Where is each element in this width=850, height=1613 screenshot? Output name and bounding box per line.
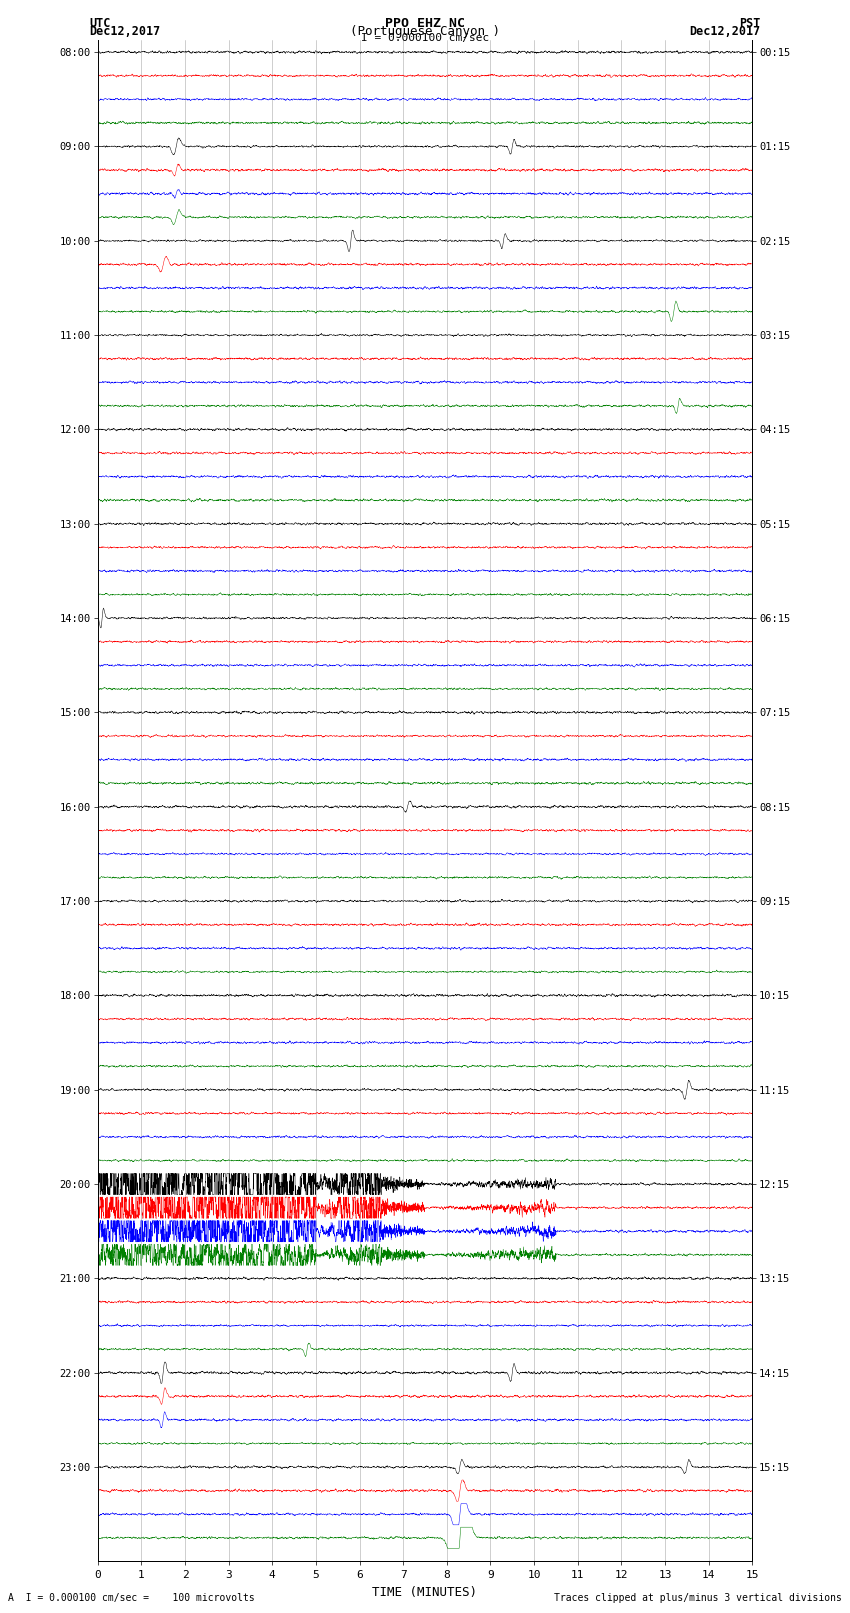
- Text: Traces clipped at plus/minus 3 vertical divisions: Traces clipped at plus/minus 3 vertical …: [553, 1594, 842, 1603]
- Text: PPO EHZ NC: PPO EHZ NC: [385, 18, 465, 31]
- Text: Dec12,2017: Dec12,2017: [89, 24, 161, 39]
- Text: I = 0.000100 cm/sec: I = 0.000100 cm/sec: [361, 32, 489, 44]
- Text: PST: PST: [740, 18, 761, 31]
- X-axis label: TIME (MINUTES): TIME (MINUTES): [372, 1586, 478, 1598]
- Text: Dec12,2017: Dec12,2017: [689, 24, 761, 39]
- Text: UTC: UTC: [89, 18, 110, 31]
- Text: A  I = 0.000100 cm/sec =    100 microvolts: A I = 0.000100 cm/sec = 100 microvolts: [8, 1594, 255, 1603]
- Text: (Portuguese Canyon ): (Portuguese Canyon ): [350, 24, 500, 39]
